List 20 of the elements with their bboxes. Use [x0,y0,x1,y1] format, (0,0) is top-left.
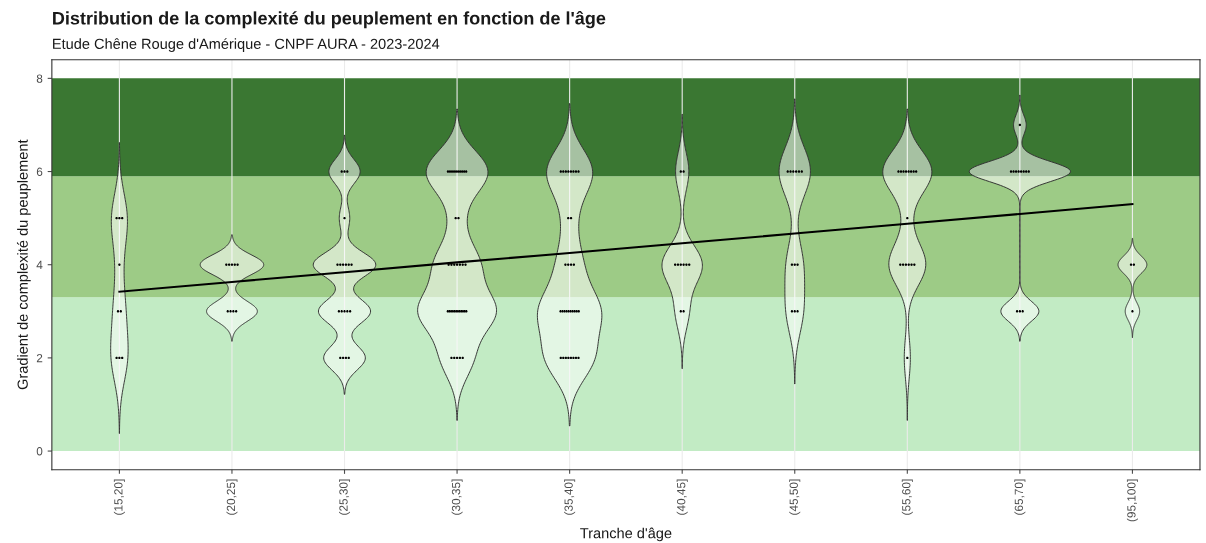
y-tick-label: 8 [36,74,43,83]
chart-subtitle: Etude Chêne Rouge d'Amérique - CNPF AURA - 2023-2024 [53,38,440,52]
x-tick-label: (35,40] [564,479,576,515]
x-tick-label: (15,20] [113,479,125,515]
x-tick-label: (25,30] [339,479,351,515]
y-tick-label: 6 [36,167,43,176]
x-tick-label: (30,35] [451,479,463,515]
y-axis-title: Gradient de complexité du peuplement [16,139,31,390]
chart-title: Distribution de la complexité du peuplement en fonction de l'âge [53,10,606,29]
x-tick-label: (20,25] [226,479,238,515]
x-tick-label: (65,70] [1014,479,1026,515]
x-tick-label: (45,50] [789,479,801,515]
x-axis-title: Tranche d'âge [580,527,672,542]
x-tick-label: (55,60] [901,479,913,515]
y-tick-label: 0 [36,447,43,456]
y-tick-label: 2 [36,353,43,363]
y-tick-label: 4 [36,260,43,269]
x-tick-label: (95,100] [1126,479,1138,522]
x-tick-label: (40,45] [676,479,688,515]
line-series [118,203,1134,293]
